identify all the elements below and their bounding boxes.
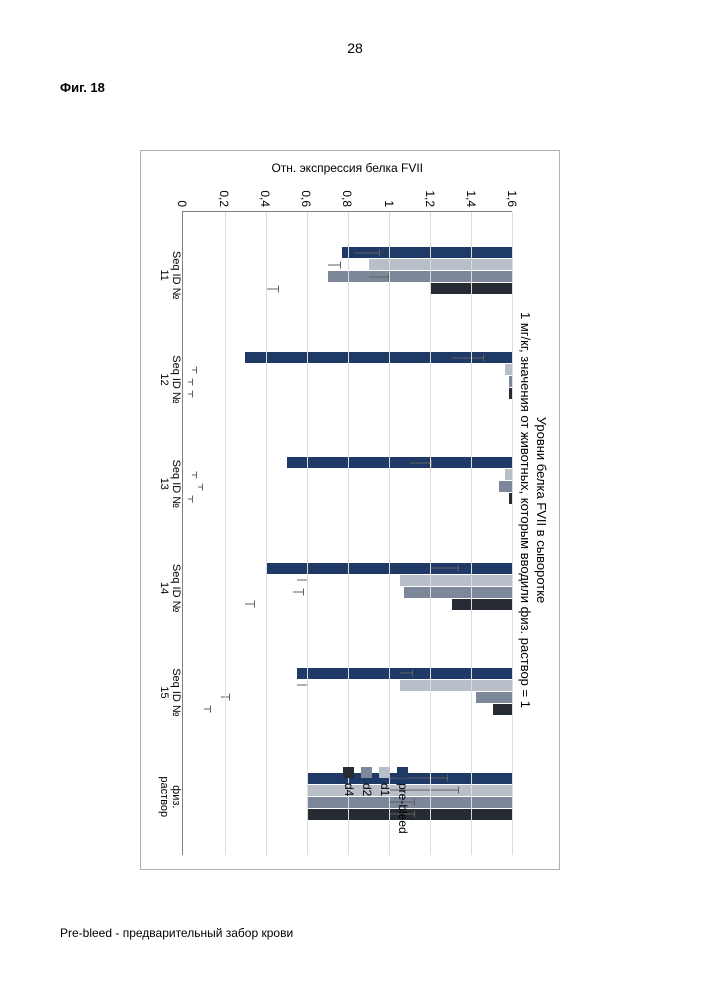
error-cap <box>202 483 203 490</box>
error-cap <box>303 589 304 596</box>
error-cap <box>340 261 341 268</box>
chart-title: Уровни белка FVII в сыворотке 1 мг/кг, з… <box>517 161 550 859</box>
legend: pre-bleed d1 d2 d4 <box>338 767 410 849</box>
error-bar <box>452 357 483 358</box>
y-tick-label: 0 <box>176 200 190 207</box>
legend-item: pre-bleed <box>396 767 410 849</box>
grid-line <box>513 212 514 855</box>
x-tick-label: Seq ID № 13 <box>159 454 183 514</box>
error-bar <box>369 276 388 277</box>
error-bar <box>328 264 340 265</box>
error-cap <box>210 706 211 713</box>
legend-item: d1 <box>378 767 392 849</box>
error-bar <box>297 685 307 686</box>
error-cap <box>415 799 416 806</box>
y-tick-label: 0,4 <box>258 190 272 207</box>
bar-rect <box>499 481 513 492</box>
grid-line <box>266 212 267 855</box>
y-tick-label: 1 <box>382 200 396 207</box>
error-bar <box>400 673 412 674</box>
chart-area: Отн. экспрессия белка FVII 00,20,40,60,8… <box>183 161 513 859</box>
y-tick-label: 0,8 <box>341 190 355 207</box>
y-tick-label: 1,2 <box>423 190 437 207</box>
legend-label: d4 <box>342 783 356 796</box>
grid-line <box>307 212 308 855</box>
error-cap <box>192 495 193 502</box>
footnote: Pre-bleed - предварительный забор крови <box>60 926 293 940</box>
grid-line <box>430 212 431 855</box>
y-tick-label: 1,6 <box>506 190 520 207</box>
x-tick-label: Seq ID № 15 <box>159 662 183 722</box>
y-axis-label: Отн. экспрессия белка FVII <box>272 161 424 175</box>
error-cap <box>483 354 484 361</box>
error-cap <box>192 378 193 385</box>
error-cap <box>448 775 449 782</box>
legend-label: pre-bleed <box>396 783 410 834</box>
y-ticks: 00,20,40,60,811,21,41,6 <box>183 177 513 211</box>
error-cap <box>458 787 459 794</box>
error-cap <box>278 285 279 292</box>
error-cap <box>412 670 413 677</box>
error-bar <box>431 568 458 569</box>
chart-title-line2: 1 мг/кг, значения от животных, которым в… <box>518 312 533 708</box>
error-cap <box>379 249 380 256</box>
error-cap <box>196 366 197 373</box>
legend-item: d2 <box>360 767 374 849</box>
error-cap <box>192 390 193 397</box>
bar-rect <box>328 271 514 282</box>
grid-line <box>471 212 472 855</box>
bar-rect <box>452 599 514 610</box>
error-bar <box>355 252 380 253</box>
error-bar <box>297 580 307 581</box>
legend-swatch <box>379 767 390 778</box>
bar-rect <box>369 259 513 270</box>
grid-line <box>389 212 390 855</box>
error-cap <box>254 601 255 608</box>
legend-item: d4 <box>342 767 356 849</box>
error-cap <box>415 811 416 818</box>
legend-swatch <box>361 767 372 778</box>
bar-rect <box>493 704 514 715</box>
x-tick-label: Seq ID № 12 <box>159 349 183 409</box>
bar-rect <box>400 575 513 586</box>
plot-area <box>183 211 513 855</box>
error-bar <box>245 604 253 605</box>
x-axis-labels: Seq ID № 11 Seq ID № 12 Seq ID № 13 Seq ID … <box>159 217 183 855</box>
legend-label: d1 <box>378 783 392 796</box>
y-tick-label: 0,2 <box>217 190 231 207</box>
error-cap <box>229 694 230 701</box>
x-tick-label: Seq ID № 11 <box>159 245 183 305</box>
error-cap <box>196 471 197 478</box>
error-bar <box>293 592 303 593</box>
legend-swatch <box>343 767 354 778</box>
error-bar <box>266 288 278 289</box>
bar-rect <box>476 692 513 703</box>
page-number: 28 <box>347 40 363 56</box>
page: 28 Фиг. 18 Уровни белка FVII в сыворотке… <box>0 0 710 1000</box>
legend-label: d2 <box>360 783 374 796</box>
grid-line <box>348 212 349 855</box>
y-tick-label: 1,4 <box>464 190 478 207</box>
bar-rect <box>404 587 513 598</box>
figure-label: Фиг. 18 <box>60 80 105 95</box>
error-cap <box>458 565 459 572</box>
x-tick-label: физ. раствор <box>159 767 183 827</box>
y-tick-label: 0,6 <box>299 190 313 207</box>
chart-panel: Уровни белка FVII в сыворотке 1 мг/кг, з… <box>140 150 560 870</box>
legend-swatch <box>397 767 408 778</box>
grid-line <box>225 212 226 855</box>
chart-title-line1: Уровни белка FVII в сыворотке <box>534 417 549 604</box>
bar-rect <box>400 680 513 691</box>
bar-rect <box>287 457 514 468</box>
error-bar <box>410 462 431 463</box>
x-tick-label: Seq ID № 14 <box>159 558 183 618</box>
